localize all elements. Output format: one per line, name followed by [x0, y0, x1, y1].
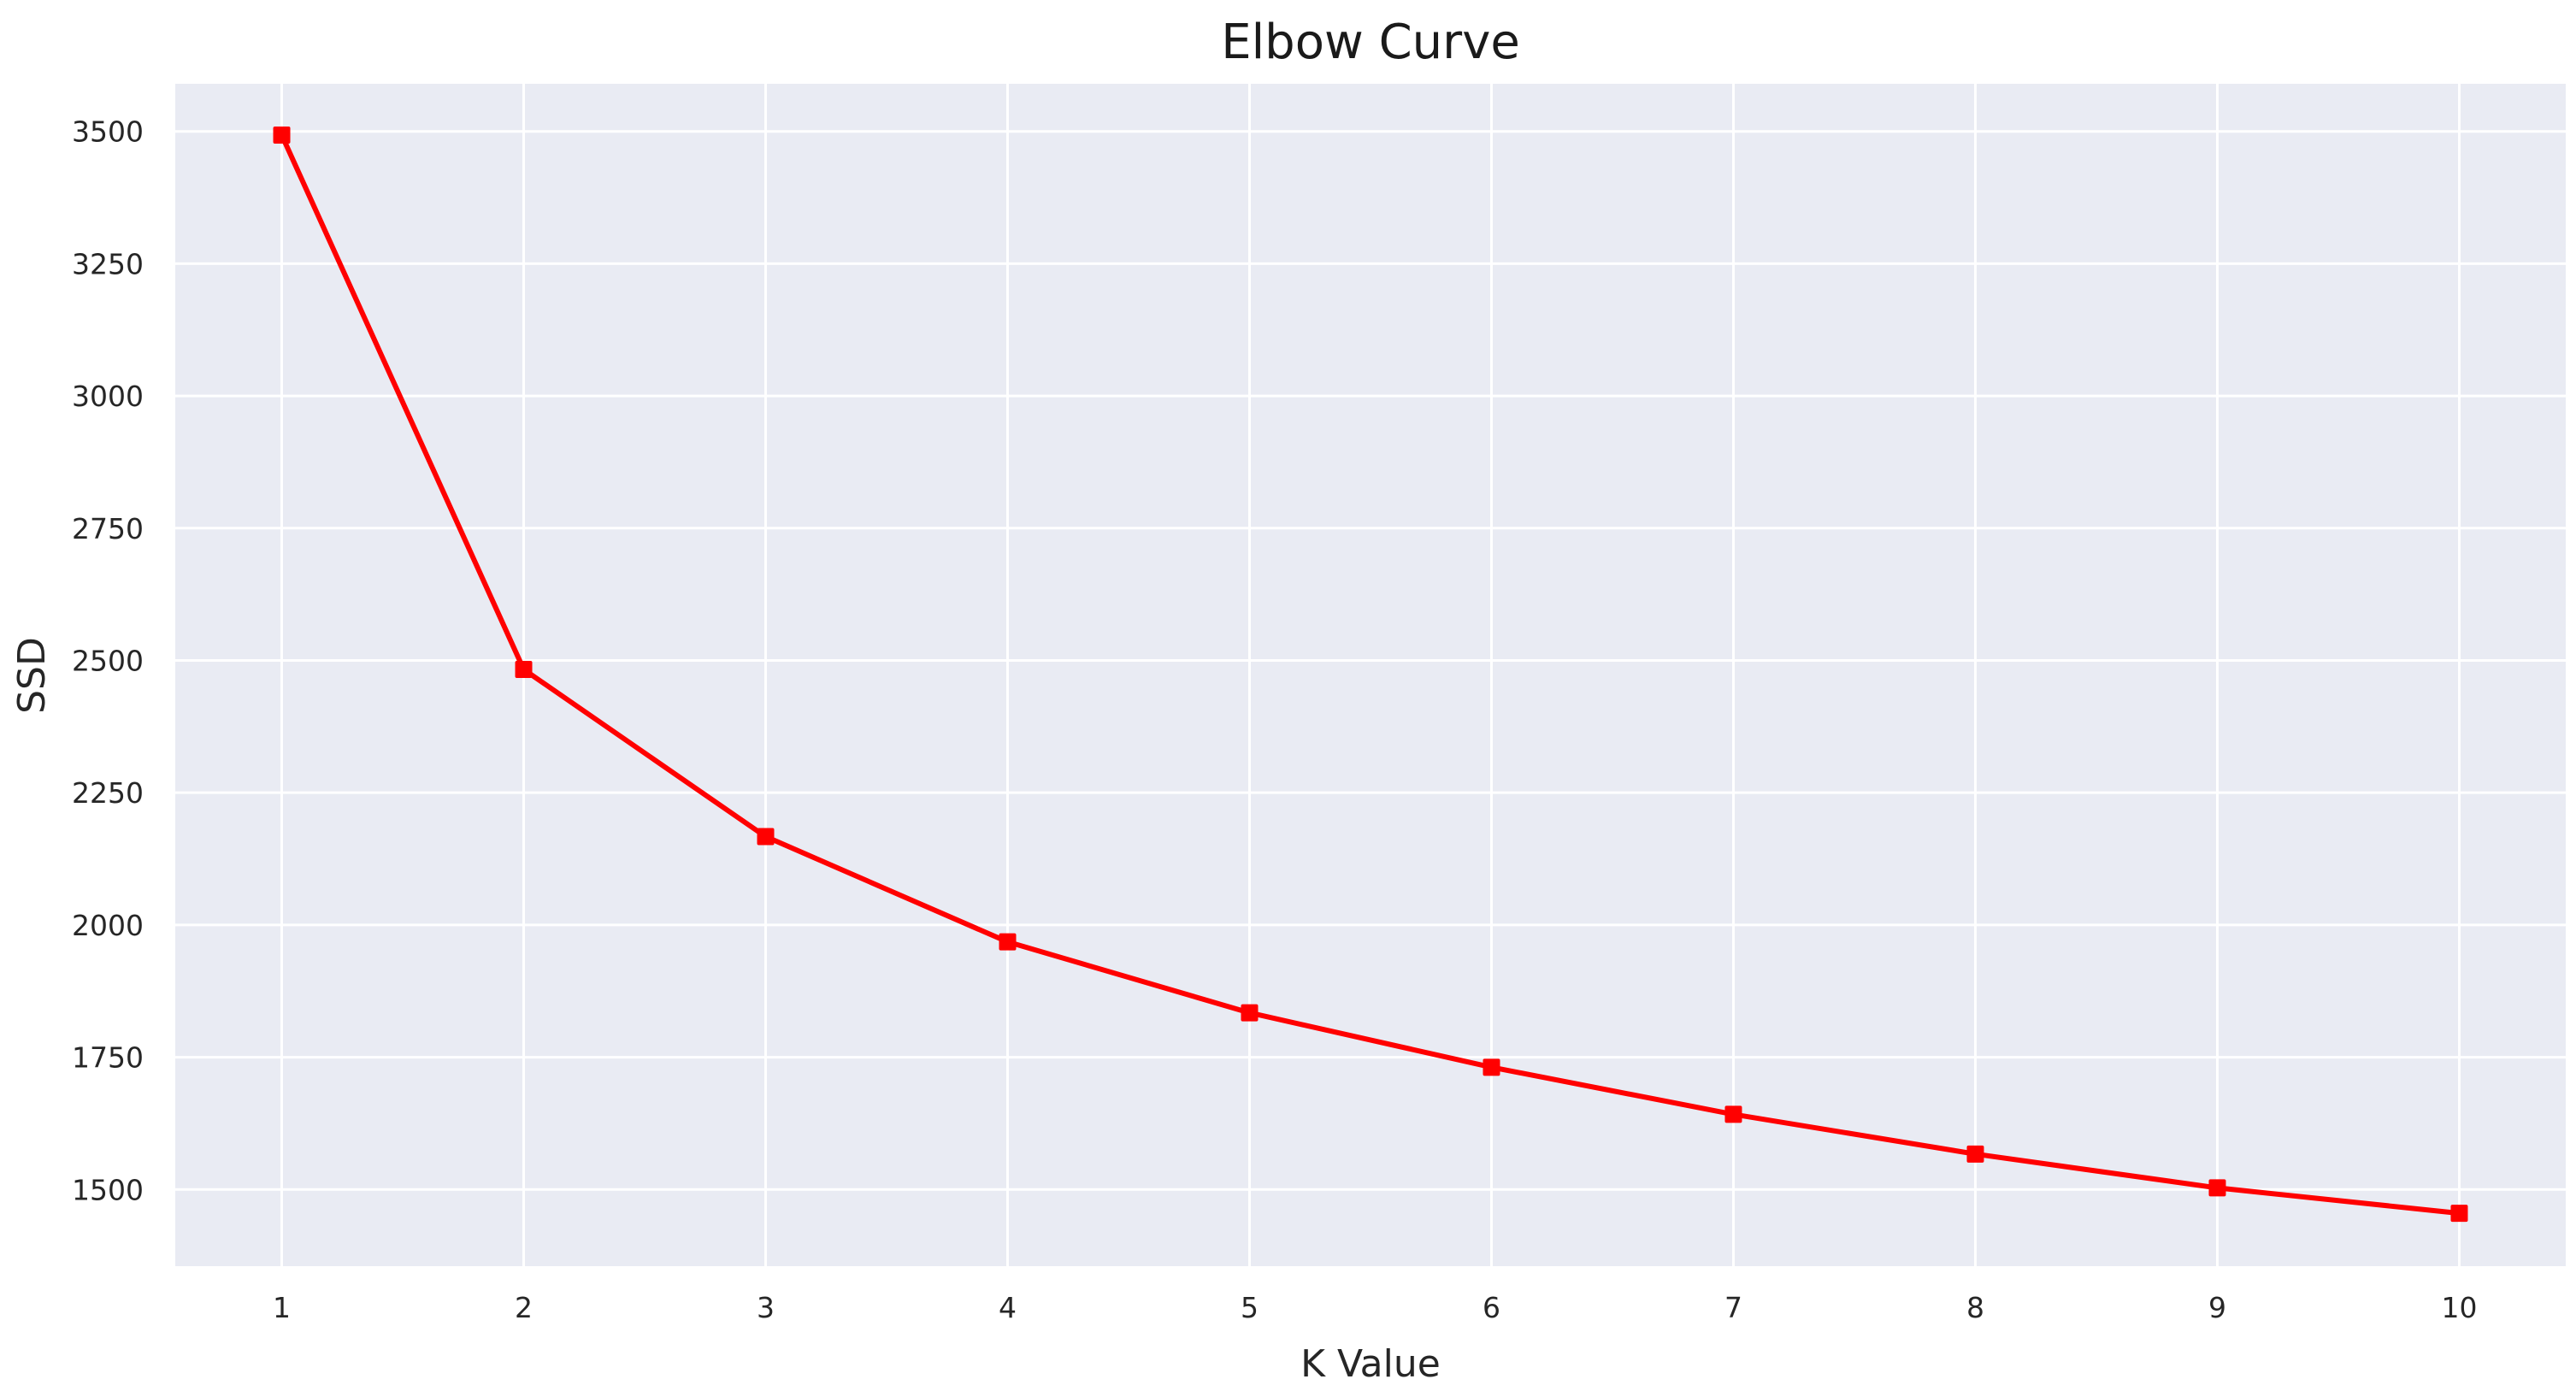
y-tick-label: 2500	[72, 644, 144, 677]
data-point-marker	[273, 127, 291, 144]
x-tick-label: 8	[1966, 1291, 1984, 1324]
y-tick-label: 3000	[72, 380, 144, 413]
grid-lines	[175, 84, 2566, 1266]
y-tick-labels: 1500 1750 2000 2250 2500 2750 3000 3250 3500	[72, 115, 144, 1207]
y-tick-label: 1750	[72, 1041, 144, 1075]
x-tick-label: 7	[1724, 1291, 1742, 1324]
y-tick-label: 2000	[72, 909, 144, 942]
data-point-marker	[757, 828, 775, 846]
series-line	[279, 133, 2462, 1217]
y-tick-label: 1500	[72, 1173, 144, 1206]
y-tick-label: 2750	[72, 512, 144, 545]
x-tick-label: 10	[2441, 1291, 2477, 1324]
x-tick-label: 6	[1483, 1291, 1500, 1324]
x-tick-label: 2	[515, 1291, 533, 1324]
data-point-marker	[1724, 1105, 1742, 1123]
x-tick-label: 4	[999, 1291, 1017, 1324]
data-point-marker	[1483, 1058, 1500, 1076]
data-point-marker	[1241, 1004, 1259, 1022]
chart-title: Elbow Curve	[1221, 15, 1520, 70]
data-point-marker	[2208, 1179, 2226, 1197]
data-point-marker	[999, 933, 1017, 951]
series-layer	[273, 127, 2468, 1223]
x-axis-label: K Value	[1300, 1342, 1441, 1386]
data-point-marker	[2450, 1205, 2468, 1223]
y-tick-label: 3500	[72, 115, 144, 149]
y-axis-label: SSD	[10, 637, 54, 714]
x-tick-label: 9	[2208, 1291, 2226, 1324]
x-tick-label: 3	[757, 1291, 775, 1324]
x-tick-label: 1	[273, 1291, 291, 1324]
data-point-marker	[515, 661, 533, 679]
plot-area	[175, 84, 2566, 1266]
y-tick-label: 3250	[72, 247, 144, 280]
y-tick-label: 2250	[72, 776, 144, 810]
x-tick-label: 5	[1241, 1291, 1259, 1324]
data-point-marker	[1966, 1145, 1984, 1163]
x-tick-labels: 1 2 3 4 5 6 7 8 9 10	[273, 1291, 2477, 1324]
